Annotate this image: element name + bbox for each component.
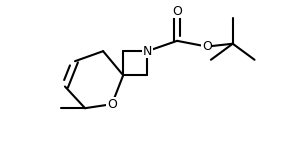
Text: N: N — [142, 45, 152, 58]
Text: O: O — [107, 98, 117, 111]
Text: O: O — [172, 5, 182, 17]
Text: O: O — [202, 40, 212, 53]
